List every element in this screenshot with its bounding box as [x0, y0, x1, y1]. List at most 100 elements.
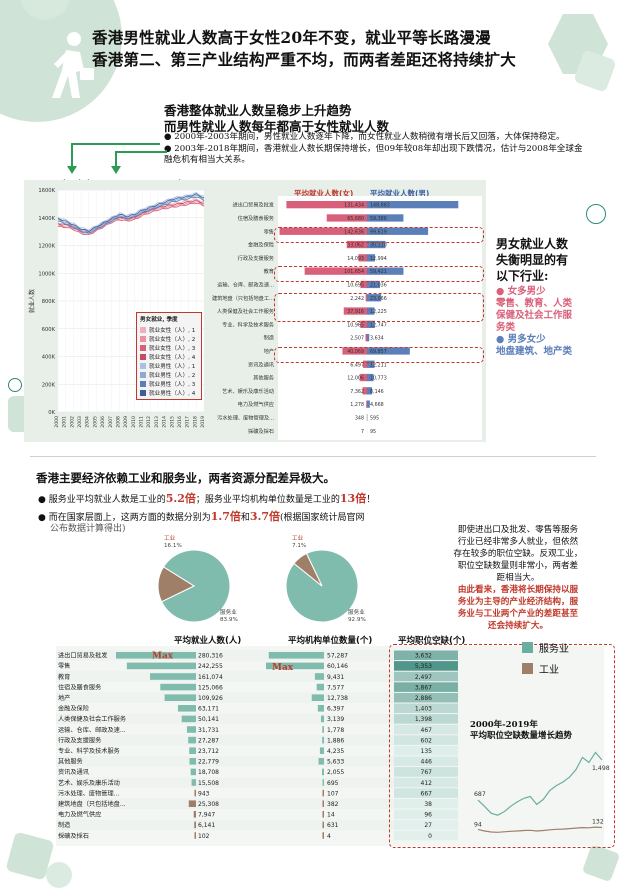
legend-item: 就业男性（人）, 4	[137, 388, 201, 397]
bar-male-value: 3,634	[370, 336, 384, 342]
units-value: 2,055	[327, 769, 344, 776]
employment-bar	[165, 694, 196, 701]
max-label-employment: Max	[152, 652, 174, 662]
table-row-name: 进出口贸易及批发	[58, 652, 108, 660]
units-value: 6,397	[327, 706, 344, 713]
employment-value: 23,712	[198, 748, 219, 755]
employment-value: 63,171	[198, 706, 219, 713]
callout1-female-item-2: 保健及社会工作服	[496, 310, 596, 322]
vacancy-value: 767	[421, 769, 433, 776]
employment-bar	[189, 800, 196, 807]
employment-bar	[178, 705, 196, 712]
y-tick-label: 400K	[42, 355, 56, 361]
trend-line-service	[478, 753, 602, 816]
section2-bullet1: ● 服务业平均就业人数是工业的5.2倍；服务业平均机构单位数量是工业的13倍！	[38, 490, 375, 506]
callout2-red-2: 务业为主导的产业经济结构，服	[434, 596, 602, 608]
bar-category-label: 其他服务	[253, 374, 274, 382]
units-bar	[323, 800, 325, 807]
callout1-title-2: 失衡明显的有	[496, 252, 596, 268]
x-tick-label: 2004	[85, 416, 91, 428]
employment-value: 280,316	[198, 653, 223, 660]
bar-female-value: 65,680	[347, 216, 364, 222]
bar-female	[365, 334, 367, 341]
callout1-female-item-1: 零售、教育、人类	[496, 298, 596, 310]
x-tick-label: 2009	[123, 416, 129, 428]
table-row-name: 运输、仓库、邮政及速...	[58, 726, 126, 734]
legend-item: 就业女性（人）, 2	[137, 334, 201, 343]
table-row-name: 艺术、娱乐及康乐活动	[58, 779, 120, 787]
units-value: 631	[327, 822, 339, 829]
employment-bar	[195, 790, 197, 797]
table-row-name: 地产	[58, 694, 70, 702]
legend-title: 男女就业, 季度	[137, 313, 201, 325]
vacancy-trend-title-1: 2000年-2019年	[470, 720, 572, 731]
bar-female-value: 14,093	[347, 256, 364, 262]
bar-male-value: 595	[370, 415, 379, 421]
bar-female-value: 10,965	[347, 322, 364, 328]
units-value: 1,778	[327, 727, 344, 734]
bar-category-label: 建筑地盘（只包括地盘工...	[212, 294, 274, 302]
table-row-name: 採礦及採石	[58, 832, 89, 840]
employment-value: 102	[198, 833, 210, 840]
x-tick-label: 2017	[185, 416, 191, 428]
pie-label-industry: 工业	[292, 534, 304, 542]
legend-swatch	[140, 372, 146, 378]
employment-pie-chart: 服务业83.9%工业16.1%	[150, 534, 270, 634]
bar-female-value: 10,695	[347, 282, 364, 288]
legend-service-swatch	[522, 642, 533, 653]
vacancy-trend-chart: 687 1,498 94 132	[466, 742, 610, 844]
legend-swatch	[140, 336, 146, 342]
employment-bar	[194, 811, 196, 818]
vacancy-value: 0	[428, 833, 432, 840]
pie-label-service: 服务业	[220, 608, 237, 616]
pie-value-service: 92.9%	[348, 617, 366, 623]
vacancy-trend-title-2: 平均职位空缺数量增长趋势	[470, 731, 572, 742]
vacancy-value: 27	[424, 822, 432, 829]
units-value: 4	[327, 833, 331, 840]
gender-imbalance-callout: 男女就业人数 失衡明显的有 以下行业: ● 女多男少 零售、教育、人类 保健及社…	[496, 236, 596, 358]
bar-female-value: 6,497	[350, 362, 364, 368]
vacancy-value: 2,886	[415, 695, 432, 702]
x-tick-label: 2018	[192, 416, 198, 428]
x-tick-label: 2014	[162, 416, 168, 428]
section1-bullet1: ● 2000年-2003年期间，男性就业人数逐年下降，而女性就业人数稍微有增长后…	[164, 132, 594, 143]
table-row-bg	[56, 671, 396, 682]
employment-line-chart: 1600K1400K1200K1000K800K600K400K200K0K20…	[24, 180, 212, 442]
units-bar	[322, 726, 324, 733]
units-bar	[315, 673, 324, 680]
vacancy-value: 667	[421, 790, 433, 797]
bar-category-label: 电力及燃气供应	[238, 400, 274, 408]
employment-bar	[150, 673, 196, 680]
decor-circle-left	[8, 378, 22, 392]
callout2-red-4: 还会持续扩大。	[434, 620, 602, 632]
units-bar	[323, 822, 325, 829]
x-tick-label: 2015	[169, 416, 175, 428]
units-bar	[322, 769, 324, 776]
decor-circle-right	[586, 204, 606, 224]
x-tick-label: 2005	[92, 416, 98, 428]
walking-businessman-icon	[36, 30, 100, 102]
trend-first-label: 687	[474, 791, 486, 798]
employment-value: 161,074	[198, 674, 223, 681]
vacancy-value: 1,403	[415, 706, 432, 713]
legend-label: 就业女性（人）, 2	[149, 335, 195, 343]
vacancy-value: 3,867	[415, 684, 432, 691]
employment-value: 27,287	[198, 737, 219, 744]
bar-category-label: 污水处理、废物管理及...	[217, 413, 274, 421]
y-tick-label: 1000K	[38, 271, 55, 277]
legend-industry-label: 工业	[539, 661, 559, 676]
employment-value: 25,308	[198, 801, 219, 808]
bar-category-label: 资讯及通讯	[248, 360, 275, 368]
bar-male-value: 95	[370, 429, 376, 435]
table-row-name: 建筑地盘（只包括地盘...	[58, 800, 126, 808]
employment-value: 18,708	[198, 769, 219, 776]
legend-swatch	[140, 345, 146, 351]
units-bar	[320, 747, 324, 754]
units-bar	[312, 694, 324, 701]
units-value: 4,235	[327, 748, 344, 755]
bar-male-value: 21,036	[370, 282, 387, 288]
callout1-title-1: 男女就业人数	[496, 236, 596, 252]
employment-bar	[189, 758, 196, 765]
section-divider	[30, 456, 596, 457]
vacancy-value: 467	[421, 727, 433, 734]
